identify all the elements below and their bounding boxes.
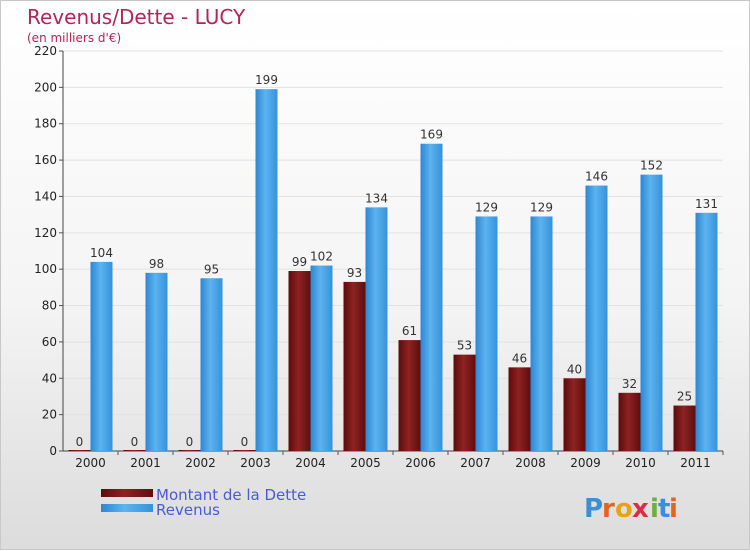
bar-revenus: [420, 143, 443, 451]
y-tick-label: 100: [34, 262, 57, 276]
data-label: 32: [622, 377, 637, 391]
bar-revenus: [640, 174, 663, 452]
bar-debt: [178, 450, 201, 451]
legend-label-debt: Montant de la Dette: [156, 486, 306, 504]
chart-title: Revenus/Dette - LUCY: [27, 5, 246, 29]
bar-revenus: [90, 261, 113, 451]
logo-letter: i: [650, 494, 659, 524]
data-label: 46: [512, 351, 527, 365]
bar-debt: [563, 378, 586, 451]
legend-swatch-debt: [101, 489, 153, 497]
y-tick-label: 160: [34, 153, 57, 167]
data-label: 0: [76, 435, 84, 449]
logo-letter: x: [632, 494, 649, 524]
x-tick-label: 2010: [625, 456, 656, 470]
legend-swatch-revenus: [101, 504, 153, 512]
bar-revenus: [530, 216, 553, 451]
data-label: 61: [402, 324, 417, 338]
data-label: 98: [149, 257, 164, 271]
x-tick-label: 2001: [130, 456, 161, 470]
data-label: 134: [365, 191, 388, 205]
axes: 0 20 40 60 80 100 120 140 160 180 200 220 2000 2001 20…: [34, 44, 724, 470]
bar-revenus: [585, 185, 608, 451]
bar-revenus: [365, 207, 388, 451]
data-label: 131: [695, 197, 718, 211]
bar-revenus: [200, 278, 223, 451]
data-label: 152: [640, 159, 663, 173]
bar-debt: [68, 450, 91, 451]
data-label: 53: [457, 339, 472, 353]
bar-debt: [398, 340, 421, 451]
legend: Montant de la Dette Revenus: [101, 486, 306, 519]
proxiti-logo: Pr o x i ti: [584, 494, 678, 524]
data-label: 146: [585, 170, 608, 184]
x-tick-label: 2007: [460, 456, 491, 470]
legend-label-revenus: Revenus: [156, 501, 220, 519]
data-label: 25: [677, 390, 692, 404]
y-tick-label: 120: [34, 226, 57, 240]
chart-subtitle: (en milliers d'€): [27, 31, 121, 45]
data-label: 102: [310, 250, 333, 264]
data-label: 0: [131, 435, 139, 449]
y-tick-label: 20: [42, 408, 57, 422]
x-tick-label: 2005: [350, 456, 381, 470]
y-tick-label: 200: [34, 80, 57, 94]
data-label: 104: [90, 246, 113, 260]
x-tick-label: 2011: [680, 456, 711, 470]
bar-revenus: [695, 212, 718, 451]
bar-revenus: [255, 89, 278, 451]
data-label: 99: [292, 255, 307, 269]
data-label: 129: [530, 200, 553, 214]
x-tick-label: 2008: [515, 456, 546, 470]
data-label: 129: [475, 200, 498, 214]
y-tick-label: 140: [34, 189, 57, 203]
x-tick-label: 2002: [185, 456, 216, 470]
x-tick-label: 2006: [405, 456, 436, 470]
data-label: 0: [241, 435, 249, 449]
y-tick-label: 220: [34, 44, 57, 58]
bar-debt: [288, 271, 311, 451]
x-tick-label: 2003: [240, 456, 271, 470]
bar-debt: [673, 405, 696, 451]
logo-letter: t: [658, 494, 670, 524]
bar-debt: [233, 450, 256, 451]
grid: [63, 50, 723, 452]
bar-debt: [123, 450, 146, 451]
bar-debt: [343, 281, 366, 451]
logo-letter: i: [669, 494, 678, 524]
logo-letter: o: [615, 494, 633, 524]
bar-revenus: [310, 265, 333, 451]
bars: [68, 89, 718, 452]
data-label: 40: [567, 362, 582, 376]
data-label: 0: [186, 435, 194, 449]
y-tick-label: 0: [49, 444, 57, 458]
data-labels: 0 104 0 98 0 95 0 199 99 102 93 134 61 169 53 129 46 129 4…: [76, 73, 718, 449]
bar-revenus: [475, 216, 498, 451]
x-tick-label: 2004: [295, 456, 326, 470]
y-tick-label: 80: [42, 299, 57, 313]
y-tick-label: 40: [42, 371, 57, 385]
data-label: 95: [204, 262, 219, 276]
y-tick-label: 60: [42, 335, 57, 349]
x-tick-label: 2000: [75, 456, 106, 470]
bar-debt: [618, 392, 641, 451]
bar-revenus: [145, 272, 168, 451]
y-tick-label: 180: [34, 117, 57, 131]
data-label: 169: [420, 128, 443, 142]
logo-letter: P: [584, 494, 603, 524]
x-tick-label: 2009: [570, 456, 601, 470]
bar-debt: [508, 367, 531, 451]
logo-letter: r: [602, 494, 615, 524]
data-label: 93: [347, 266, 362, 280]
data-label: 199: [255, 73, 278, 87]
bar-debt: [453, 354, 476, 451]
